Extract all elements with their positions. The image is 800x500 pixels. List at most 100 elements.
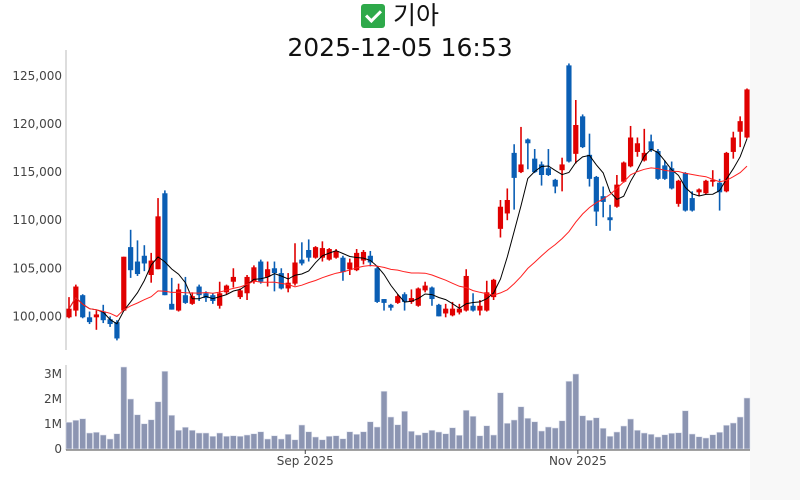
- candle-up: [73, 284, 79, 317]
- candle-body: [662, 165, 668, 179]
- candle-body: [347, 262, 353, 270]
- volume-bar: [195, 432, 203, 450]
- volume-bar: [551, 427, 559, 450]
- candle-up: [244, 275, 250, 300]
- candle-body: [470, 305, 476, 311]
- volume-bar: [702, 437, 710, 450]
- candle-body: [415, 288, 421, 306]
- candle-up: [491, 278, 497, 300]
- volume-bar: [627, 418, 634, 450]
- volume-bar: [661, 434, 669, 450]
- volume-bar: [106, 438, 114, 450]
- x-tick-labels: Sep 2025 Nov 2025: [277, 450, 607, 468]
- candle-body: [306, 250, 312, 258]
- candle-body: [737, 121, 743, 132]
- volume-bar: [298, 424, 306, 450]
- volume-bar: [682, 410, 689, 450]
- candle-up: [703, 179, 709, 195]
- candle-up: [312, 246, 319, 259]
- candle-body: [545, 168, 551, 175]
- candle-body: [169, 303, 175, 310]
- volume-tick-label: 1M: [44, 417, 62, 431]
- candle-body: [710, 179, 716, 182]
- candle-down: [299, 242, 305, 266]
- chart-datetime: 2025-12-05 16:53: [287, 33, 513, 62]
- candle-down: [689, 191, 695, 212]
- volume-bar: [497, 392, 504, 450]
- candle-up: [121, 256, 127, 311]
- candle-body: [93, 314, 99, 318]
- candle-up: [744, 88, 750, 139]
- candle-body: [299, 259, 305, 264]
- volume-bar: [442, 433, 449, 450]
- volume-bar: [538, 430, 545, 450]
- volume-bar: [188, 429, 196, 450]
- candle-body: [189, 296, 195, 304]
- candle-body: [175, 289, 182, 311]
- volume-bar: [668, 432, 675, 450]
- candle-body: [449, 308, 456, 316]
- candle-body: [278, 273, 284, 289]
- candle-up: [518, 126, 524, 174]
- x-tick-label: Sep 2025: [277, 454, 334, 468]
- right-margin: [750, 0, 800, 500]
- volume-bar: [688, 433, 696, 450]
- ma-line-ma20: [68, 165, 748, 318]
- volume-bar: [236, 435, 244, 450]
- candle-down: [429, 286, 435, 306]
- volume-bar: [490, 434, 497, 450]
- candle-down: [669, 161, 675, 190]
- volume-bar: [408, 430, 415, 450]
- volume-bar: [647, 433, 655, 450]
- candle-down: [538, 161, 545, 186]
- candle-down: [80, 294, 86, 319]
- volume-bar: [120, 366, 128, 450]
- candle-body: [340, 257, 346, 273]
- candle-down: [340, 255, 346, 281]
- volume-bar: [168, 414, 176, 450]
- volume-bar: [414, 434, 422, 450]
- candle-body: [230, 276, 236, 282]
- candle-body: [107, 319, 113, 325]
- candle-body: [162, 193, 168, 296]
- volume-bar: [634, 429, 641, 450]
- volume-bar: [209, 435, 217, 450]
- candle-body: [703, 180, 709, 194]
- candle-body: [497, 206, 504, 229]
- volume-bar: [93, 431, 100, 450]
- price-tick-label: 120,000: [12, 117, 62, 131]
- volume-bar: [312, 436, 319, 450]
- candle-body: [593, 176, 599, 212]
- candle-up: [422, 281, 428, 293]
- volume-bar: [469, 415, 477, 450]
- volume-bar: [449, 427, 456, 450]
- chart-title: 기아: [0, 0, 800, 32]
- candle-down: [271, 261, 278, 292]
- candle-up: [449, 301, 456, 317]
- candle-body: [114, 322, 120, 339]
- volume-bar: [435, 431, 443, 450]
- volume-bar: [223, 435, 230, 450]
- candle-down: [600, 186, 606, 218]
- candle-up: [415, 287, 421, 307]
- candle-body: [723, 152, 730, 192]
- volume-bar: [640, 432, 648, 450]
- candle-down: [545, 149, 551, 176]
- candle-down: [655, 149, 661, 180]
- candle-up: [292, 243, 298, 286]
- candle-body: [607, 217, 613, 221]
- candle-body: [285, 282, 291, 289]
- volume-tick-label: 2M: [44, 392, 62, 406]
- candle-up: [347, 258, 353, 275]
- candle-body: [586, 154, 593, 179]
- candle-body: [155, 216, 161, 270]
- volume-bar: [230, 435, 237, 450]
- candle-body: [484, 292, 490, 311]
- volume-bar: [620, 425, 628, 450]
- volume-bar: [99, 434, 107, 450]
- candle-body: [73, 286, 79, 311]
- candle-body: [251, 267, 257, 282]
- candle-down: [162, 190, 168, 296]
- price-tick-label: 110,000: [12, 213, 62, 227]
- candle-down: [532, 149, 538, 174]
